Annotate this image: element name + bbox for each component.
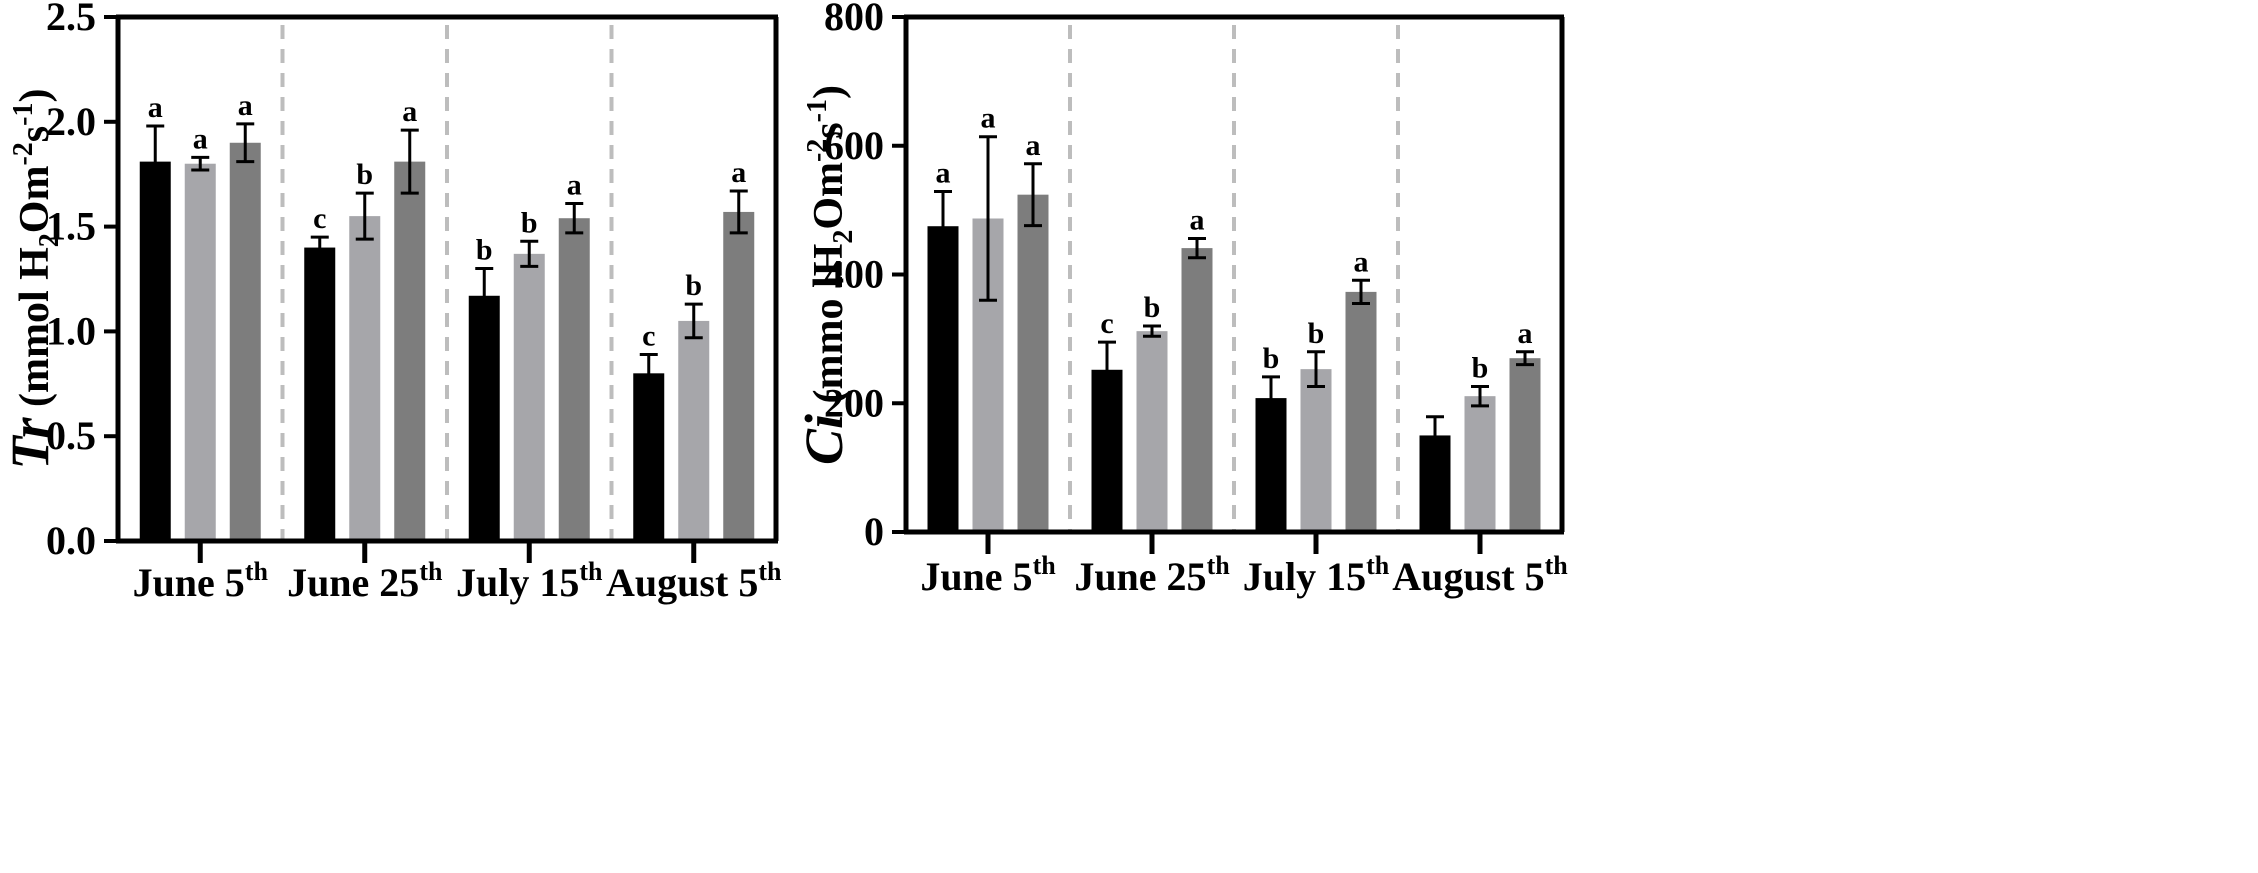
bar: [513, 253, 545, 541]
y-tick-label: 1.0: [46, 308, 96, 353]
category-label: July 15th: [456, 557, 603, 605]
category-label-main: June 25: [287, 560, 419, 605]
category-label: June 5th: [920, 551, 1056, 599]
y-tick-label: 0: [864, 509, 884, 554]
y-tick-label: 2.0: [46, 99, 96, 144]
bar: [633, 373, 665, 541]
significance-letter: a: [402, 95, 417, 128]
bar: [678, 320, 710, 541]
significance-letter: a: [1354, 245, 1369, 278]
category-label-main: July 15: [1243, 554, 1366, 599]
y-axis-label-unit: ): [806, 85, 852, 99]
bar: [394, 161, 426, 541]
bar: [558, 218, 590, 541]
y-axis-label-unit: (mmo lH: [806, 244, 852, 414]
category-label-sup: th: [1366, 551, 1390, 580]
significance-letter: a: [1026, 129, 1041, 162]
bar: [139, 161, 171, 541]
y-tick-label: 0.5: [46, 413, 96, 458]
significance-letter: c: [642, 319, 655, 352]
category-label-sup: th: [1545, 551, 1569, 580]
significance-letter: a: [981, 102, 996, 135]
y-axis-label-subscript: 2: [34, 233, 65, 247]
category-label-sup: th: [245, 557, 269, 586]
y-axis-label-unit: ): [12, 89, 58, 103]
y-axis-label-unit: s: [806, 122, 852, 138]
significance-letter: a: [1518, 317, 1533, 350]
y-axis-label-superscript: -1: [8, 103, 39, 126]
y-axis-label-superscript: -1: [802, 99, 833, 122]
significance-letter: c: [313, 202, 326, 235]
significance-letter: a: [936, 156, 951, 189]
significance-letter: b: [521, 206, 538, 239]
y-axis-label-unit: Om: [12, 166, 58, 234]
bar: [468, 295, 500, 541]
y-axis-label-superscript: -2: [8, 142, 39, 165]
category-label-main: July 15: [456, 560, 579, 605]
significance-letter: a: [193, 122, 208, 155]
significance-letter: b: [1263, 342, 1280, 375]
y-axis-label-unit: Om: [806, 162, 852, 230]
category-label-main: August 5: [606, 560, 758, 605]
category-label-main: June 5: [920, 554, 1032, 599]
y-axis-label-symbol: Tr: [0, 417, 60, 470]
significance-letter: a: [148, 91, 163, 124]
significance-letter: b: [1144, 291, 1161, 324]
y-tick-label: 800: [824, 0, 884, 39]
y-axis-label-unit: s: [12, 126, 58, 142]
y-tick-label: 0.0: [46, 518, 96, 563]
y-tick-label: 600: [824, 123, 884, 168]
category-label-sup: th: [1207, 551, 1231, 580]
y-axis-label-symbol: Ci: [794, 414, 854, 465]
category-label: August 5th: [606, 557, 782, 605]
category-label-sup: th: [1033, 551, 1057, 580]
bar: [1464, 396, 1496, 532]
bar: [1181, 248, 1213, 532]
category-label-sup: th: [579, 557, 603, 586]
y-axis-label-superscript: -2: [802, 139, 833, 162]
significance-letter: b: [356, 158, 373, 191]
significance-letter: a: [1190, 203, 1205, 236]
bar: [304, 247, 336, 541]
y-axis-label-unit: (mmol H: [12, 247, 58, 417]
significance-letter: c: [1100, 307, 1113, 340]
significance-letter: a: [731, 156, 746, 189]
y-axis-label: Tr (mmol H2Om-2s-1): [0, 89, 65, 470]
bar: [349, 216, 381, 541]
bar: [1345, 291, 1377, 532]
category-label-sup: th: [419, 557, 443, 586]
y-axis-label-subscript: 2: [828, 230, 859, 244]
category-label-sup: th: [758, 557, 782, 586]
category-label-main: June 25: [1074, 554, 1206, 599]
bar: [184, 163, 216, 541]
bar: [1300, 369, 1332, 532]
significance-letter: b: [1472, 352, 1489, 385]
y-tick-label: 400: [824, 252, 884, 297]
bar: [927, 226, 959, 532]
significance-letter: b: [476, 234, 493, 267]
category-label: June 25th: [287, 557, 443, 605]
bar: [1509, 358, 1541, 532]
category-label-main: August 5: [1392, 554, 1544, 599]
category-label: June 5th: [133, 557, 269, 605]
y-tick-label: 1.5: [46, 204, 96, 249]
category-label: August 5th: [1392, 551, 1568, 599]
bar: [1017, 194, 1049, 533]
y-axis-label: Ci (mmo lH2Om-2s-1): [794, 85, 859, 465]
significance-letter: b: [1308, 317, 1325, 350]
category-label-main: June 5: [133, 560, 245, 605]
y-tick-label: 200: [824, 380, 884, 425]
significance-letter: a: [238, 89, 253, 122]
category-label: July 15th: [1243, 551, 1390, 599]
y-tick-label: 2.5: [46, 0, 96, 39]
significance-letter: a: [567, 169, 582, 202]
bar: [229, 142, 261, 541]
bar: [723, 211, 755, 542]
bar: [1136, 331, 1168, 532]
significance-letter: b: [685, 269, 702, 302]
category-label: June 25th: [1074, 551, 1230, 599]
